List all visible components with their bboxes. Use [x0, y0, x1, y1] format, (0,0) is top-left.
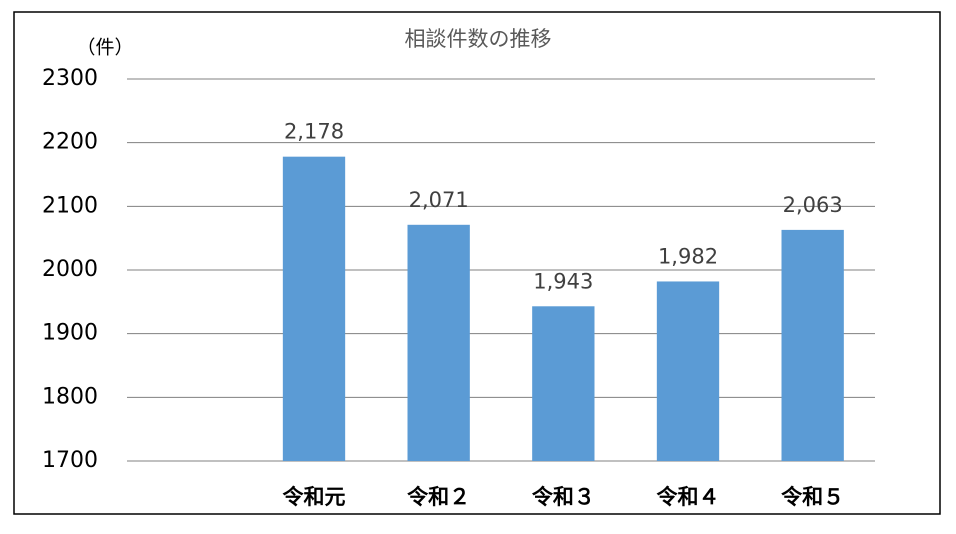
x-tick-label: 令和２ [407, 485, 470, 509]
x-tick-label: 令和３ [532, 485, 595, 509]
y-tick-label: 1800 [42, 384, 98, 409]
x-tick-label: 令和元 [283, 485, 346, 509]
y-tick-label: 2200 [42, 130, 98, 155]
x-tick-label: 令和４ [657, 485, 720, 509]
bar [656, 281, 720, 461]
bar [532, 306, 595, 461]
bar [282, 156, 346, 461]
bar [407, 224, 470, 461]
data-label: 2,071 [409, 188, 469, 212]
data-label: 2,063 [783, 193, 843, 217]
y-tick-label: 1700 [42, 448, 98, 473]
chart-title: 相談件数の推移 [405, 27, 552, 51]
data-label: 1,943 [533, 269, 593, 293]
x-tick-label: 令和５ [781, 485, 844, 509]
data-label: 2,178 [284, 120, 344, 144]
y-tick-label: 2300 [42, 66, 98, 91]
y-axis-label: （件） [76, 37, 133, 59]
y-tick-label: 1900 [42, 321, 98, 346]
bar [781, 229, 844, 461]
data-label: 1,982 [658, 244, 718, 268]
y-tick-label: 2100 [42, 193, 98, 218]
y-tick-label: 2000 [42, 257, 98, 282]
